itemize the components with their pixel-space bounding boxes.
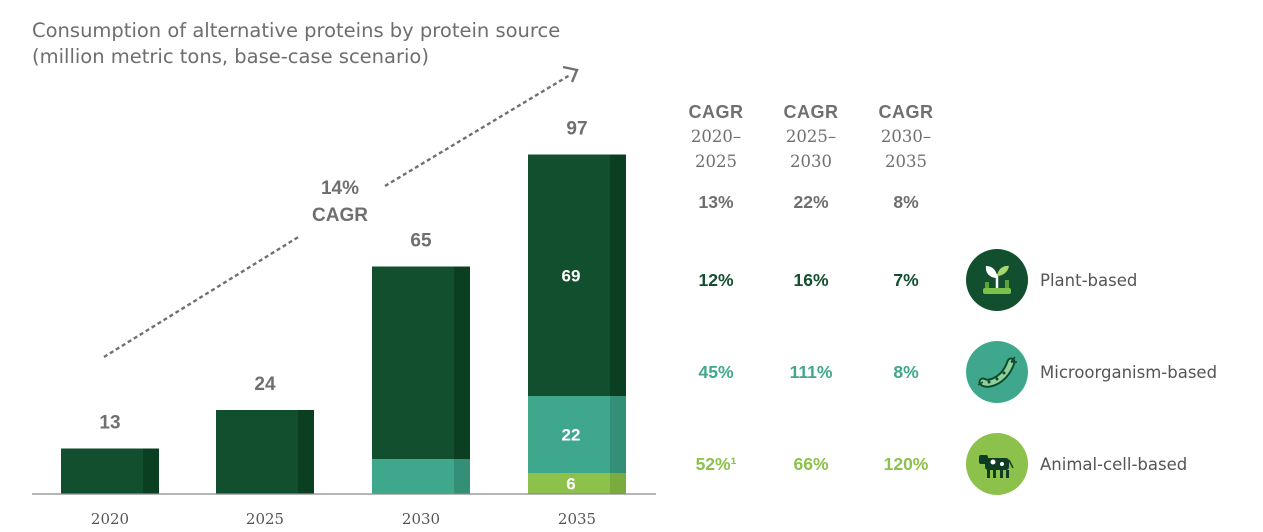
total-label-2030: 65 [410,231,432,252]
bar-shade-plant-based-2035 [610,154,626,396]
cagr-header-label: CAGR [878,102,934,122]
chart-title-line1: Consumption of alternative proteins by p… [32,19,561,42]
cagr-header-period-end: 2030 [790,152,832,171]
chart-subtitle: (million metric tons, base-case scenario… [32,45,429,68]
bar-chart: 69 22 6 13 2020 24 2025 65 2030 97 2035 14% CAGR [32,65,656,528]
cagr-plant-2030-2035: 7% [893,270,919,290]
bar-plant-based-2025 [216,410,314,494]
cagr-header-2030-2035: CAGR 2030– 2035 [856,100,956,174]
trend-annotation-label: CAGR [312,205,368,226]
cagr-header-label: CAGR [783,102,839,122]
microorganism-icon [966,341,1028,403]
trend-annotation-percent: 14% [321,178,359,199]
bar-plant-based-2020 [61,448,159,494]
legend-item-microorganism-based: Microorganism-based [966,341,1217,403]
bar-shade-plant-based-2030 [454,266,470,459]
cagr-cell-2020-2025: 52%¹ [695,454,737,474]
segment-label-microorganism-based-2035: 22 [562,426,581,445]
total-label-2035: 97 [566,119,587,140]
x-tick-label-2025: 2025 [246,510,284,528]
bar-microorganism-based-2035 [528,396,626,473]
cagr-header-period-start: 2025– [785,127,837,146]
legend-label-microorganism-based: Microorganism-based [1040,362,1218,382]
bar-shade-microorganism-based-2035 [610,396,626,473]
cagr-header-label: CAGR [688,102,744,122]
chart-title: Consumption of alternative proteins by p… [32,18,560,70]
cagr-header-period-start: 2030– [880,127,932,146]
plant-sprout-icon [966,249,1028,311]
total-label-2020: 13 [99,413,120,434]
bar-microorganism-based-2030 [372,459,470,494]
total-label-2025: 24 [254,374,276,395]
cagr-header-2025-2030: CAGR 2025– 2030 [761,100,861,174]
cagr-micro-2020-2025: 45% [698,362,734,382]
bar-animal-cell-based-2035 [528,473,626,494]
cagr-cell-2025-2030: 66% [793,454,829,474]
legend-label-plant-based: Plant-based [1040,270,1138,290]
segment-label-plant-based-2035: 69 [562,266,581,285]
bar-plant-based-2035 [528,154,626,396]
legend-label-animal-cell-based: Animal-cell-based [1040,454,1188,474]
legend-item-plant-based: Plant-based [966,249,1137,311]
trend-arrow-head [562,65,579,83]
bar-shade-animal-cell-based-2035 [610,473,626,494]
cagr-micro-2030-2035: 8% [893,362,919,382]
cagr-header-period-end: 2025 [695,152,737,171]
x-tick-label-2035: 2035 [558,510,596,528]
trend-line-lower [103,234,301,359]
cagr-plant-2025-2030: 16% [793,270,829,290]
x-tick-label-2030: 2030 [402,510,440,528]
bar-shade-plant-based-2020 [143,448,159,494]
cagr-header-period-end: 2035 [885,152,927,171]
cagr-header-2020-2025: CAGR 2020– 2025 [666,100,766,174]
cagr-table: CAGR 2020– 2025 CAGR 2025– 2030 CAGR 203… [666,100,966,500]
bar-shade-plant-based-2025 [298,410,314,494]
trend-line-upper [384,73,571,188]
x-tick-label-2020: 2020 [91,510,129,528]
cagr-micro-2025-2030: 111% [789,362,833,382]
cagr-total-2030-2035: 8% [893,192,919,212]
bar-plant-based-2030 [372,266,470,459]
cagr-cell-2030-2035: 120% [883,454,929,474]
cagr-plant-2020-2025: 12% [698,270,734,290]
bar-shade-microorganism-based-2030 [454,459,470,494]
segment-label-animal-cell-based-2035: 6 [566,475,575,494]
cagr-total-2020-2025: 13% [698,192,734,212]
cow-icon [966,433,1028,495]
cagr-total-2025-2030: 22% [793,192,829,212]
legend-item-animal-cell-based: Animal-cell-based [966,433,1187,495]
cagr-header-period-start: 2020– [690,127,742,146]
